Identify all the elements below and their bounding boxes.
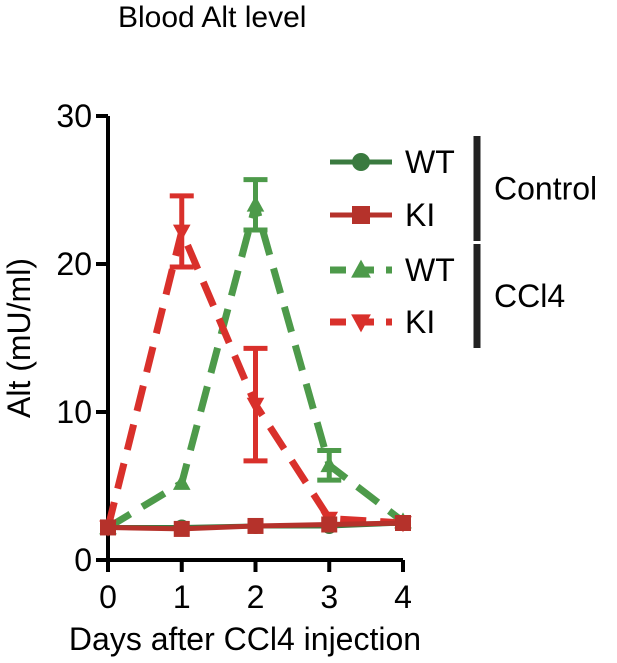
legend-item: WT <box>330 144 455 180</box>
x-tick-label: 2 <box>247 579 265 615</box>
x-tick-label: 4 <box>394 579 412 615</box>
legend-label: KI <box>405 304 435 340</box>
legend-group-label: Control <box>494 171 597 207</box>
data-point <box>246 397 265 414</box>
legend-marker <box>351 314 371 333</box>
series-control-ki <box>100 515 411 537</box>
legend-marker <box>352 206 370 224</box>
data-point <box>321 516 338 533</box>
x-tick-label: 3 <box>320 579 338 615</box>
data-point <box>172 224 191 241</box>
legend-label: WT <box>405 252 455 288</box>
data-point <box>100 519 116 536</box>
data-point <box>172 473 191 490</box>
legend-item: WT <box>330 252 455 288</box>
x-tick-label: 1 <box>173 579 191 615</box>
y-tick-label: 0 <box>74 542 92 578</box>
legend-group-label: CCl4 <box>494 278 565 314</box>
legend-marker <box>352 153 370 171</box>
series-ccl4-ki <box>99 193 412 537</box>
legend-marker <box>351 259 371 278</box>
legend: WT KI WT KI Control CCl4 <box>330 136 597 348</box>
y-tick-label: 30 <box>56 98 92 134</box>
y-tick-label: 10 <box>56 394 92 430</box>
y-tick-label: 20 <box>56 246 92 282</box>
x-axis-label: Days after CCl4 injection <box>69 621 421 657</box>
data-point <box>173 520 190 537</box>
y-ticks: 0 10 20 30 <box>56 98 108 578</box>
data-point <box>246 195 265 212</box>
x-tick-label: 0 <box>99 579 117 615</box>
legend-label: KI <box>405 197 435 233</box>
data-point <box>320 456 339 473</box>
x-ticks: 0 1 2 3 4 <box>99 560 412 615</box>
legend-item: KI <box>330 304 435 340</box>
legend-label: WT <box>405 144 455 180</box>
data-point <box>247 517 264 534</box>
data-point <box>395 515 411 531</box>
chart-title: Blood Alt level <box>118 1 306 34</box>
series-layer <box>99 177 412 537</box>
y-axis-label: Alt (mU/ml) <box>1 258 37 418</box>
legend-item: KI <box>330 197 435 233</box>
